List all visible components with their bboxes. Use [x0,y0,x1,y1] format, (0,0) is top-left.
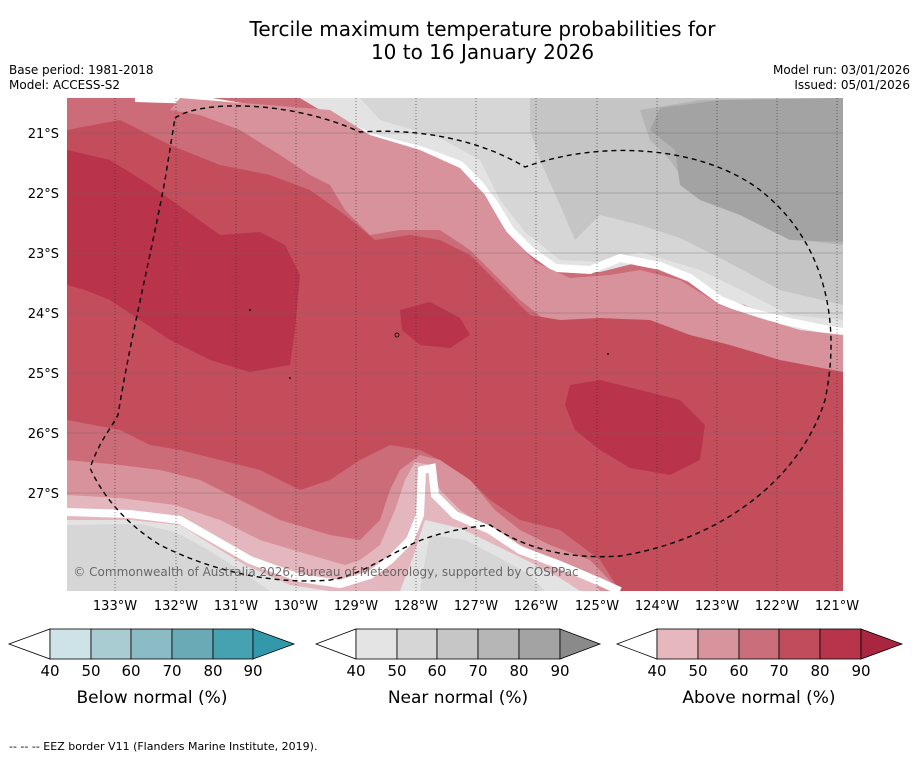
legend-tick: 40 [40,662,59,680]
issued-text: Issued: 05/01/2026 [794,78,910,92]
island-dot [289,377,291,379]
legend-extension-low [7,628,51,660]
copyright-text: © Commonwealth of Australia 2026, Bureau… [73,565,578,579]
legend-tick: 80 [203,662,222,680]
island-dot [249,309,251,311]
meta-right: Model run: 03/01/2026 Issued: 05/01/2026 [773,63,910,93]
legend-tick: 50 [387,662,406,680]
base-period-text: Base period: 1981-2018 [9,63,154,77]
legend-below-normal: 40 50 60 70 80 90 Below normal (%) [7,628,296,708]
legend-swatch [738,628,780,660]
lon-label: 133°W [93,599,137,614]
lon-label: 126°W [514,599,558,614]
legend-swatch [477,628,520,660]
legend-swatch [396,628,438,660]
legend-above-normal: 40 50 60 70 80 90 Above normal (%) [615,628,904,708]
lon-label: 130°W [274,599,318,614]
legend-tick: 70 [468,662,487,680]
lon-label: 124°W [635,599,679,614]
chart-title: Tercile maximum temperature probabilitie… [0,18,919,64]
legend-tick: 60 [121,662,140,680]
eez-border [89,105,832,582]
legend-title: Below normal (%) [77,688,228,708]
above-normal-80-area-east [565,380,705,475]
lon-label: 131°W [214,599,258,614]
legend-swatch [212,628,254,660]
legend-swatch [778,628,821,660]
near-normal-50-area-south [67,524,270,591]
legend-swatch [697,628,740,660]
legend-tick: 60 [729,662,748,680]
near-normal-50-area-southcentral [420,535,545,591]
legend-swatch [355,628,398,660]
above-normal-80-area-central [400,302,470,348]
lat-label: 24°S [28,307,59,322]
legend-extension-low [615,628,658,660]
legend-tick: 90 [851,662,870,680]
legend-tick: 60 [427,662,446,680]
legend-swatch [819,628,862,660]
legend-swatch [90,628,132,660]
legend-tick: 90 [243,662,262,680]
lat-label: 25°S [28,367,59,382]
lat-gridlines [67,132,843,494]
legend-swatch [656,628,699,660]
lat-axis: 21°S 22°S 23°S 24°S 25°S 26°S 27°S [28,127,59,502]
legend-swatch [171,628,214,660]
legend-tick: 70 [162,662,181,680]
lat-label: 27°S [28,487,59,502]
lon-label: 132°W [154,599,198,614]
legend-tick: 40 [647,662,666,680]
legend-swatch [49,628,92,660]
lon-label: 121°W [815,599,859,614]
legend-swatch [518,628,561,660]
gridlines [114,98,838,591]
lat-label: 21°S [28,127,59,142]
above-normal-80-area-west [67,150,300,372]
legend-extension-high [860,628,904,660]
legend-title: Near normal (%) [388,688,528,708]
lon-label: 127°W [454,599,498,614]
legend-extension-high [252,628,296,660]
lon-label: 122°W [755,599,799,614]
lat-label: 23°S [28,247,59,262]
lon-label: 123°W [695,599,739,614]
lat-label: 26°S [28,427,59,442]
legend-tick: 80 [509,662,528,680]
lon-label: 129°W [334,599,378,614]
lon-axis: 133°W 132°W 131°W 130°W 129°W 128°W 127°… [93,599,859,614]
legend-extension-low [314,628,357,660]
legend-tick: 50 [81,662,100,680]
legend-tick: 80 [810,662,829,680]
legend-tick: 70 [769,662,788,680]
lon-label: 128°W [394,599,438,614]
meta-left: Base period: 1981-2018 Model: ACCESS-S2 [9,63,154,93]
title-line-1: Tercile maximum temperature probabilitie… [249,17,716,41]
model-text: Model: ACCESS-S2 [9,78,121,92]
legend-tick: 50 [688,662,707,680]
legend-tick: 40 [346,662,365,680]
legend-title: Above normal (%) [682,688,835,708]
legend-near-normal: 40 50 60 70 80 90 Near normal (%) [314,628,602,708]
island-dot [607,353,609,355]
lon-label: 125°W [575,599,619,614]
above-normal-50-area [170,98,843,388]
lat-label: 22°S [28,187,59,202]
probability-map [67,98,843,591]
footnote: -- -- -- EEZ border V11 (Flanders Marine… [9,740,318,753]
legend-tick: 90 [550,662,569,680]
island-dot [394,332,400,338]
legend-swatch [130,628,173,660]
legend-swatch [436,628,479,660]
model-run-text: Model run: 03/01/2026 [772,63,910,77]
legend-extension-high [559,628,602,660]
title-line-2: 10 to 16 January 2026 [370,40,595,64]
near-normal-80-area [650,98,843,242]
boundary-band-south [67,463,622,591]
